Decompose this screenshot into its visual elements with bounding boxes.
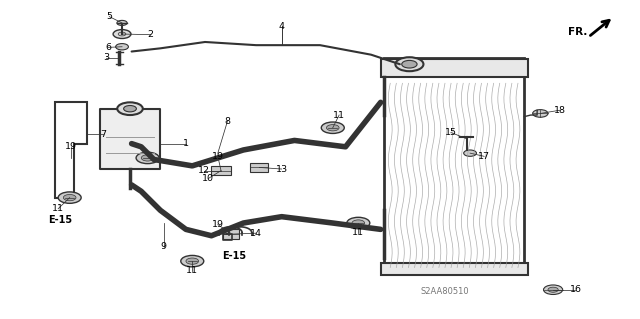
Circle shape bbox=[113, 30, 131, 39]
Circle shape bbox=[118, 32, 126, 36]
Bar bbox=[100, 109, 161, 169]
Text: 14: 14 bbox=[250, 229, 262, 238]
Text: 11: 11 bbox=[352, 228, 364, 237]
Text: 7: 7 bbox=[100, 130, 106, 138]
Text: 19: 19 bbox=[212, 152, 224, 161]
Text: 15: 15 bbox=[445, 128, 457, 137]
Text: 5: 5 bbox=[106, 12, 112, 21]
Text: 12: 12 bbox=[198, 166, 210, 175]
Text: 3: 3 bbox=[103, 53, 109, 62]
Circle shape bbox=[141, 155, 154, 161]
Text: 16: 16 bbox=[570, 285, 582, 294]
Text: 18: 18 bbox=[554, 106, 566, 115]
Text: 19: 19 bbox=[212, 220, 224, 229]
Circle shape bbox=[352, 220, 365, 226]
Circle shape bbox=[124, 106, 136, 112]
Circle shape bbox=[548, 287, 558, 292]
Circle shape bbox=[180, 256, 204, 267]
Circle shape bbox=[464, 150, 476, 156]
Circle shape bbox=[543, 285, 563, 294]
Text: E-15: E-15 bbox=[48, 215, 72, 225]
Circle shape bbox=[402, 60, 417, 68]
Circle shape bbox=[63, 195, 76, 201]
Circle shape bbox=[532, 110, 548, 117]
Bar bbox=[223, 229, 239, 239]
Text: 10: 10 bbox=[202, 174, 214, 183]
Text: 9: 9 bbox=[161, 242, 166, 251]
Bar bbox=[211, 166, 230, 175]
Text: 17: 17 bbox=[478, 152, 490, 161]
Circle shape bbox=[347, 217, 370, 229]
Text: S2AA80510: S2AA80510 bbox=[420, 287, 469, 296]
Circle shape bbox=[116, 44, 129, 50]
Bar bbox=[381, 59, 527, 77]
Text: 11: 11 bbox=[186, 266, 198, 275]
Bar bbox=[250, 163, 268, 172]
Text: 8: 8 bbox=[225, 117, 230, 126]
Text: 11: 11 bbox=[333, 111, 345, 120]
Circle shape bbox=[58, 192, 81, 203]
Circle shape bbox=[186, 258, 198, 264]
Circle shape bbox=[326, 125, 339, 131]
Circle shape bbox=[396, 57, 424, 71]
Text: E-15: E-15 bbox=[221, 251, 246, 261]
Circle shape bbox=[136, 152, 159, 164]
Text: 1: 1 bbox=[183, 139, 189, 148]
Text: 13: 13 bbox=[276, 165, 288, 174]
Circle shape bbox=[117, 102, 143, 115]
Bar bbox=[381, 263, 527, 275]
Text: 19: 19 bbox=[65, 142, 77, 151]
Circle shape bbox=[321, 122, 344, 133]
Text: 2: 2 bbox=[148, 30, 154, 39]
Circle shape bbox=[117, 20, 127, 26]
Text: 6: 6 bbox=[105, 43, 111, 52]
Text: 11: 11 bbox=[52, 204, 64, 213]
Text: 4: 4 bbox=[278, 22, 285, 31]
Text: FR.: FR. bbox=[568, 27, 587, 37]
